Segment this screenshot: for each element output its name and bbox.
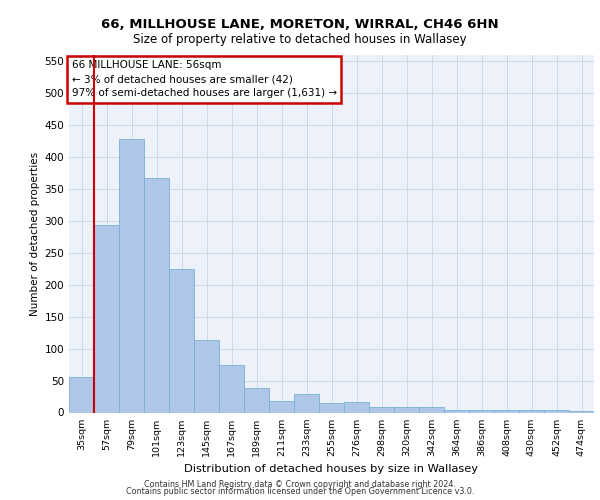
Bar: [494, 410, 519, 412]
X-axis label: Distribution of detached houses by size in Wallasey: Distribution of detached houses by size …: [185, 464, 479, 474]
Bar: [194, 340, 219, 412]
Bar: [294, 394, 319, 412]
Bar: [394, 408, 419, 412]
Bar: [319, 403, 344, 412]
Text: Contains public sector information licensed under the Open Government Licence v3: Contains public sector information licen…: [126, 488, 474, 496]
Bar: [544, 410, 569, 412]
Bar: [269, 401, 294, 412]
Bar: [519, 410, 544, 412]
Bar: [244, 388, 269, 412]
Text: 66 MILLHOUSE LANE: 56sqm
← 3% of detached houses are smaller (42)
97% of semi-de: 66 MILLHOUSE LANE: 56sqm ← 3% of detache…: [71, 60, 337, 98]
Bar: [444, 410, 469, 412]
Bar: [94, 226, 119, 412]
Text: Size of property relative to detached houses in Wallasey: Size of property relative to detached ho…: [133, 32, 467, 46]
Bar: [344, 402, 369, 412]
Bar: [119, 140, 144, 412]
Text: 66, MILLHOUSE LANE, MORETON, WIRRAL, CH46 6HN: 66, MILLHOUSE LANE, MORETON, WIRRAL, CH4…: [101, 18, 499, 30]
Bar: [144, 178, 169, 412]
Bar: [69, 378, 94, 412]
Bar: [169, 269, 194, 412]
Text: Contains HM Land Registry data © Crown copyright and database right 2024.: Contains HM Land Registry data © Crown c…: [144, 480, 456, 489]
Bar: [219, 364, 244, 412]
Bar: [469, 410, 494, 412]
Bar: [569, 411, 594, 412]
Bar: [369, 408, 394, 412]
Y-axis label: Number of detached properties: Number of detached properties: [30, 152, 40, 316]
Bar: [419, 408, 444, 412]
